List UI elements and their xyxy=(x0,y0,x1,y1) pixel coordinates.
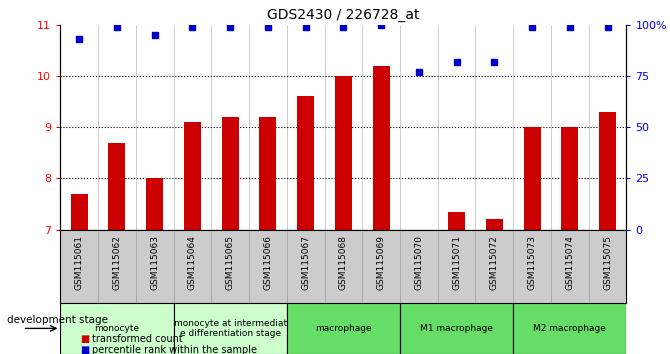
Text: macrophage: macrophage xyxy=(315,324,372,333)
Bar xyxy=(448,212,465,230)
Bar xyxy=(400,303,513,354)
Point xyxy=(376,22,387,28)
Text: monocyte at intermediat
e differentiation stage: monocyte at intermediat e differentiatio… xyxy=(174,319,287,338)
Bar xyxy=(146,178,163,230)
Point xyxy=(149,32,160,38)
Bar xyxy=(109,143,125,230)
Text: GSM115072: GSM115072 xyxy=(490,235,499,290)
Bar xyxy=(222,117,239,230)
Text: GSM115068: GSM115068 xyxy=(339,235,348,291)
Text: GSM115069: GSM115069 xyxy=(377,235,386,291)
Text: percentile rank within the sample: percentile rank within the sample xyxy=(92,346,257,354)
Point xyxy=(527,24,537,30)
Text: GSM115074: GSM115074 xyxy=(565,235,574,290)
Text: M1 macrophage: M1 macrophage xyxy=(420,324,493,333)
Point xyxy=(263,24,273,30)
Text: GSM115062: GSM115062 xyxy=(113,235,121,290)
Text: GSM115070: GSM115070 xyxy=(414,235,423,291)
Text: GSM115075: GSM115075 xyxy=(603,235,612,291)
Bar xyxy=(335,76,352,230)
Text: ■: ■ xyxy=(80,334,90,344)
Bar xyxy=(60,303,174,354)
Point xyxy=(602,24,613,30)
Point xyxy=(300,24,311,30)
Bar xyxy=(373,66,390,230)
Bar xyxy=(70,194,88,230)
Text: monocyte: monocyte xyxy=(94,324,139,333)
Bar xyxy=(259,117,277,230)
Text: GSM115071: GSM115071 xyxy=(452,235,461,291)
Text: ■: ■ xyxy=(80,346,90,354)
Point xyxy=(413,69,424,75)
Text: GSM115064: GSM115064 xyxy=(188,235,197,290)
Point xyxy=(187,24,198,30)
Bar xyxy=(184,122,201,230)
Text: GSM115065: GSM115065 xyxy=(226,235,234,291)
Point xyxy=(489,59,500,64)
Point xyxy=(225,24,236,30)
Text: GSM115067: GSM115067 xyxy=(301,235,310,291)
Bar xyxy=(287,303,400,354)
Bar xyxy=(523,127,541,230)
Text: M2 macrophage: M2 macrophage xyxy=(533,324,606,333)
Bar xyxy=(599,112,616,230)
Text: GSM115066: GSM115066 xyxy=(263,235,273,291)
Point xyxy=(74,36,84,42)
Point xyxy=(452,59,462,64)
Text: GSM115061: GSM115061 xyxy=(74,235,84,291)
Point xyxy=(564,24,575,30)
Text: GSM115063: GSM115063 xyxy=(150,235,159,291)
Point xyxy=(111,24,123,30)
Text: GSM115073: GSM115073 xyxy=(527,235,537,291)
Bar xyxy=(174,303,287,354)
Bar xyxy=(297,97,314,230)
Bar xyxy=(486,219,503,230)
Text: transformed count: transformed count xyxy=(92,334,183,344)
Title: GDS2430 / 226728_at: GDS2430 / 226728_at xyxy=(267,8,419,22)
Bar xyxy=(513,303,626,354)
Bar xyxy=(561,127,578,230)
Text: development stage: development stage xyxy=(7,315,108,325)
Point xyxy=(338,24,349,30)
